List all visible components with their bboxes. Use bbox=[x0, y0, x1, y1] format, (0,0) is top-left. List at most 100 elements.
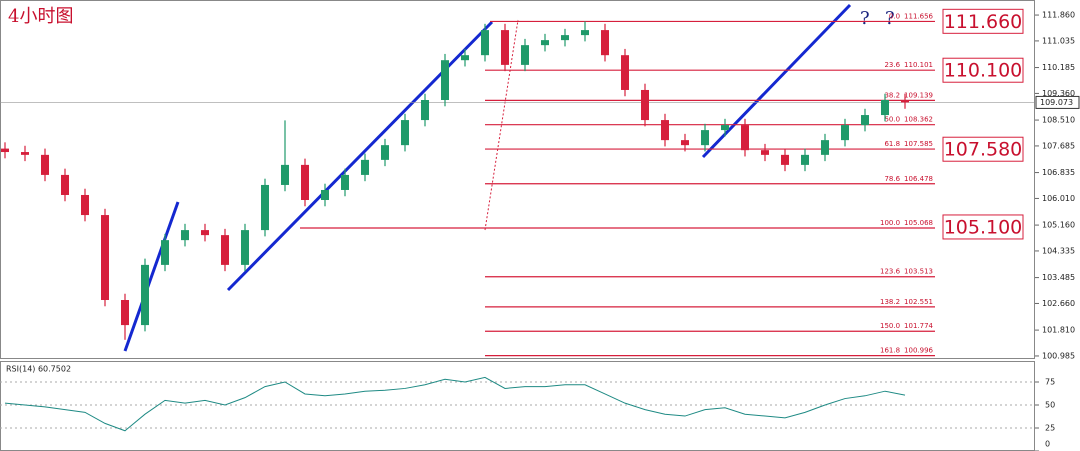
current-price-label: 109.073 bbox=[1040, 98, 1073, 107]
y-tick-label: 107.685 bbox=[1042, 141, 1075, 150]
candle-body bbox=[881, 100, 889, 116]
fib-ratio: 38.2 bbox=[884, 91, 900, 99]
candle-body bbox=[841, 125, 849, 141]
candle-body bbox=[521, 45, 529, 65]
y-tick-label: 108.510 bbox=[1042, 116, 1075, 125]
y-tick-label: 106.835 bbox=[1042, 168, 1075, 177]
candle-body bbox=[1, 148, 9, 153]
y-tick-label: 109.360 bbox=[1042, 89, 1075, 98]
y-tick-label: 105.160 bbox=[1042, 221, 1075, 230]
fib-price: 102.551 bbox=[904, 298, 933, 306]
rsi-title: RSI(14) 60.7502 bbox=[6, 365, 71, 374]
candle-body bbox=[321, 189, 329, 201]
current-price-tag bbox=[1035, 95, 1080, 109]
candle-body bbox=[181, 230, 189, 241]
y-tick-label: 106.010 bbox=[1042, 194, 1075, 203]
fib-price: 101.774 bbox=[904, 322, 933, 330]
fib-price: 107.585 bbox=[904, 140, 933, 148]
level-box bbox=[942, 136, 1024, 162]
fib-ratio: 0.0 bbox=[889, 12, 900, 20]
fib-label: 50.0 108.362 bbox=[884, 116, 933, 124]
fib-ratio: 78.6 bbox=[884, 175, 900, 183]
trend-line bbox=[701, 3, 852, 159]
candle-body bbox=[61, 174, 69, 195]
candle-body bbox=[121, 300, 129, 326]
fib-label: 138.2 102.551 bbox=[880, 298, 933, 306]
trend-line bbox=[226, 20, 494, 292]
candle-body bbox=[701, 130, 709, 146]
fib-ratio: 61.8 bbox=[884, 140, 900, 148]
candle-body bbox=[501, 30, 509, 65]
candle-body bbox=[721, 125, 729, 131]
candle-body bbox=[401, 120, 409, 146]
fib-price: 109.139 bbox=[904, 91, 933, 99]
level-box bbox=[942, 57, 1024, 83]
y-tick-label: 111.035 bbox=[1042, 36, 1075, 45]
fib-label: 161.8 100.996 bbox=[880, 347, 934, 355]
candle-body bbox=[901, 100, 909, 103]
fib-label: 100.0 105.068 bbox=[880, 219, 933, 227]
candle-body bbox=[861, 115, 869, 126]
y-tick-label: 110.185 bbox=[1042, 63, 1075, 72]
fib-price: 103.513 bbox=[904, 268, 933, 276]
candle-body bbox=[661, 120, 669, 141]
fib-ratio: 150.0 bbox=[880, 322, 900, 330]
fib-ratio: 161.8 bbox=[880, 347, 900, 355]
y-tick-label: 25 bbox=[1045, 424, 1055, 433]
candle-body bbox=[761, 150, 769, 155]
level-label: 107.580 bbox=[944, 139, 1023, 161]
candle-body bbox=[361, 159, 369, 175]
fib-label: 23.6 110.101 bbox=[884, 61, 933, 69]
candle-body bbox=[241, 230, 249, 265]
candle-body bbox=[201, 230, 209, 236]
rsi-panel bbox=[0, 361, 1035, 451]
candle-body bbox=[481, 30, 489, 56]
candle-body bbox=[261, 184, 269, 231]
annotation: ? bbox=[885, 8, 895, 29]
trend-line bbox=[123, 201, 180, 352]
candle-body bbox=[421, 100, 429, 121]
candle-body bbox=[741, 125, 749, 151]
candle-body bbox=[581, 30, 589, 36]
y-tick-label: 102.660 bbox=[1042, 299, 1075, 308]
candle-body bbox=[641, 89, 649, 121]
fib-label: 78.6 106.478 bbox=[884, 175, 933, 183]
candle-body bbox=[141, 264, 149, 326]
y-tick-label: 111.860 bbox=[1042, 11, 1075, 20]
y-tick-label: 75 bbox=[1045, 378, 1055, 387]
fib-price: 105.068 bbox=[904, 219, 933, 227]
fib-ratio: 50.0 bbox=[884, 116, 900, 124]
candle-body bbox=[441, 60, 449, 101]
y-tick-label: 101.810 bbox=[1042, 326, 1075, 335]
candle-body bbox=[21, 152, 29, 155]
fib-ratio: 138.2 bbox=[880, 298, 900, 306]
y-tick-label: 0 bbox=[1045, 440, 1050, 449]
candle-body bbox=[801, 154, 809, 165]
fib-label: 61.8 107.585 bbox=[884, 140, 933, 148]
fib-price: 100.996 bbox=[904, 347, 933, 355]
candle-body bbox=[341, 174, 349, 190]
fib-label: 123.6 103.513 bbox=[880, 268, 933, 276]
candle-body bbox=[781, 154, 789, 165]
candle-body bbox=[221, 235, 229, 265]
fib-price: 111.656 bbox=[904, 12, 933, 20]
fib-price: 108.362 bbox=[904, 116, 933, 124]
fib-label: 38.2 109.139 bbox=[884, 91, 933, 99]
fib-ratio: 23.6 bbox=[884, 61, 900, 69]
fib-ratio: 123.6 bbox=[880, 268, 901, 276]
rsi-line bbox=[4, 376, 906, 432]
level-label: 110.100 bbox=[944, 60, 1023, 82]
candle-body bbox=[281, 164, 289, 185]
candle-body bbox=[461, 55, 469, 61]
candle-body bbox=[541, 40, 549, 46]
candle-body bbox=[561, 35, 569, 41]
candle-body bbox=[601, 30, 609, 56]
annotation: ? bbox=[860, 8, 870, 29]
fib-label: 150.0 101.774 bbox=[880, 322, 934, 330]
candle-body bbox=[101, 215, 109, 301]
y-tick-label: 104.335 bbox=[1042, 246, 1075, 255]
y-tick-label: 103.485 bbox=[1042, 273, 1075, 282]
candle-body bbox=[161, 240, 169, 265]
fib-price: 106.478 bbox=[904, 175, 933, 183]
